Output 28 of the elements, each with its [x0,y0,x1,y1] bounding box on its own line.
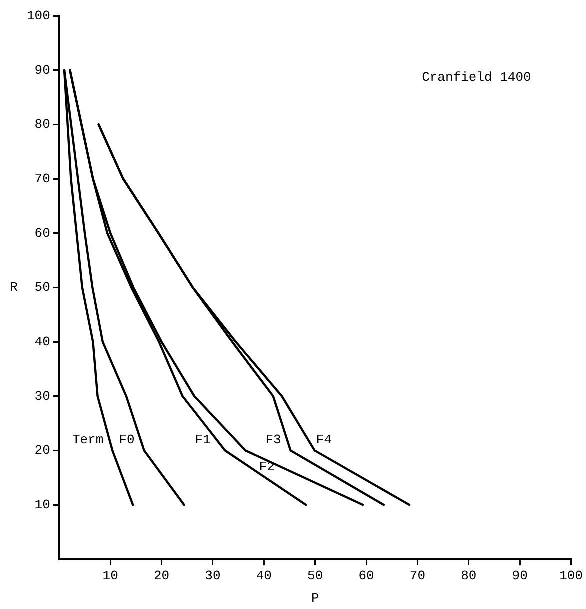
x-axis-title: P [311,590,320,606]
x-tick-label: 100 [560,568,583,584]
x-tick-label: 60 [358,568,374,584]
x-tick-label: 80 [461,568,477,584]
series-label: F0 [119,432,135,448]
x-tick-label: 30 [205,568,221,584]
y-tick-label: 20 [34,443,50,458]
series-label: F1 [195,432,211,448]
y-tick-label: 30 [34,388,50,404]
x-tick-label: 20 [154,568,170,584]
x-tick-label: 90 [512,568,528,584]
series-label: Term [72,432,104,448]
y-tick-label: 80 [34,117,50,132]
y-tick-label: 70 [34,171,50,186]
x-tick-label: 10 [102,568,118,584]
y-axis-title: R [10,280,18,296]
y-tick-label: 90 [34,62,50,78]
series-label: F3 [266,432,282,448]
y-tick-label: 50 [34,280,50,296]
y-tick-label: 60 [34,226,50,241]
x-tick-label: 40 [256,568,272,584]
y-tick-label: 100 [27,8,50,24]
y-tick-label: 10 [34,497,50,512]
x-tick-label: 70 [410,568,426,584]
series-label: F4 [316,432,332,448]
annotation: Cranfield 1400 [422,70,532,85]
x-tick-label: 50 [308,568,324,584]
y-tick-label: 40 [34,334,50,350]
